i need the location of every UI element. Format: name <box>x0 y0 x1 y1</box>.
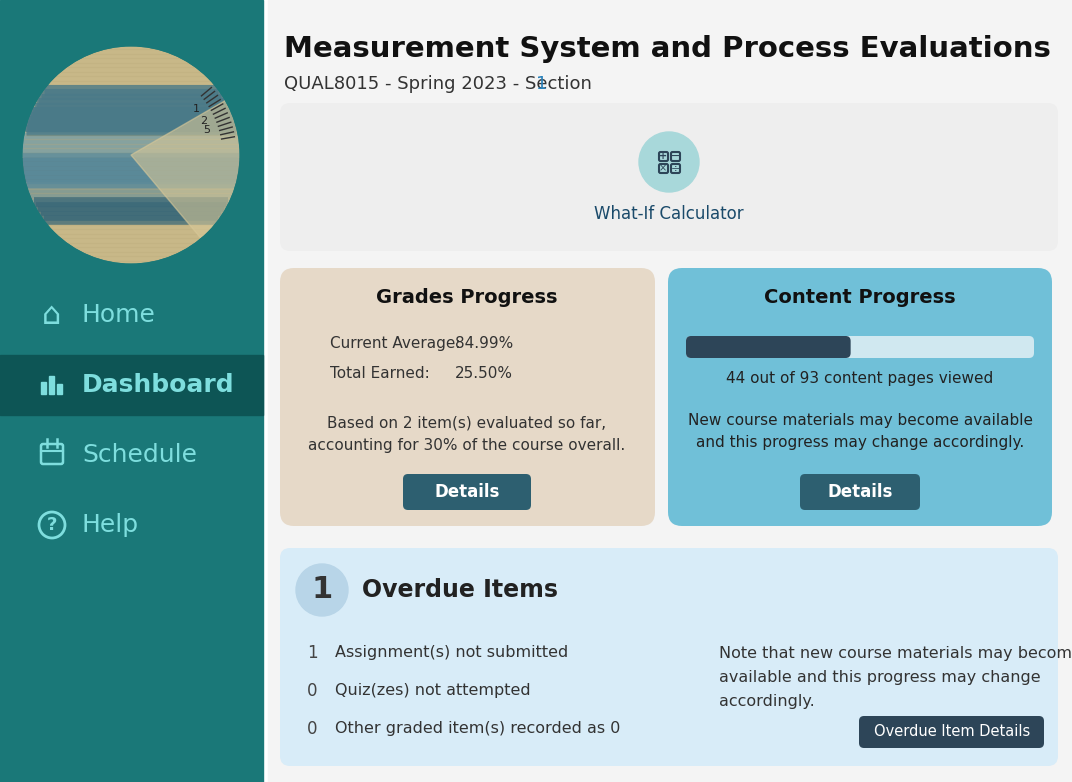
Bar <box>0 0 263 782</box>
Text: Grades Progress: Grades Progress <box>376 288 557 307</box>
Text: Measurement System and Process Evaluations: Measurement System and Process Evaluatio… <box>284 35 1051 63</box>
Bar <box>268 0 1072 782</box>
Bar <box>41 382 46 394</box>
FancyBboxPatch shape <box>686 336 1034 358</box>
Text: 1: 1 <box>193 104 200 114</box>
FancyBboxPatch shape <box>280 103 1058 251</box>
Text: 1: 1 <box>311 576 332 604</box>
FancyBboxPatch shape <box>403 474 531 510</box>
Circle shape <box>21 45 241 265</box>
Wedge shape <box>131 100 241 239</box>
Bar <box>57 384 62 394</box>
Text: Note that new course materials may become: Note that new course materials may becom… <box>719 646 1072 661</box>
Bar <box>0 355 263 415</box>
Text: What-If Calculator: What-If Calculator <box>594 205 744 223</box>
Text: 44 out of 93 content pages viewed: 44 out of 93 content pages viewed <box>727 371 994 386</box>
Text: Help: Help <box>81 513 139 537</box>
Text: 0: 0 <box>307 682 317 700</box>
Text: 84.99%: 84.99% <box>455 336 513 351</box>
Text: ×: × <box>659 163 667 173</box>
Text: Overdue Item Details: Overdue Item Details <box>874 724 1030 740</box>
Text: available and this progress may change: available and this progress may change <box>719 670 1041 685</box>
FancyBboxPatch shape <box>686 336 851 358</box>
Text: Overdue Items: Overdue Items <box>362 578 559 602</box>
Text: and this progress may change accordingly.: and this progress may change accordingly… <box>696 435 1024 450</box>
FancyBboxPatch shape <box>859 716 1044 748</box>
Text: Quiz(zes) not attempted: Quiz(zes) not attempted <box>334 683 531 698</box>
Bar <box>49 376 54 394</box>
Text: Dashboard: Dashboard <box>81 373 235 397</box>
Text: Current Average:: Current Average: <box>330 336 461 351</box>
Circle shape <box>296 564 348 616</box>
Text: 25.50%: 25.50% <box>455 366 513 381</box>
FancyBboxPatch shape <box>800 474 920 510</box>
Text: ÷: ÷ <box>670 163 680 173</box>
Text: QUAL8015 - Spring 2023 - Section: QUAL8015 - Spring 2023 - Section <box>284 75 597 93</box>
Text: 5: 5 <box>204 125 210 135</box>
Text: 1: 1 <box>536 75 548 93</box>
Text: Based on 2 item(s) evaluated so far,: Based on 2 item(s) evaluated so far, <box>327 416 607 431</box>
Text: Details: Details <box>434 483 500 501</box>
Text: Total Earned:: Total Earned: <box>330 366 430 381</box>
Text: Details: Details <box>828 483 893 501</box>
Text: accordingly.: accordingly. <box>719 694 815 709</box>
Text: Content Progress: Content Progress <box>764 288 956 307</box>
Text: 1: 1 <box>307 644 317 662</box>
Text: Assignment(s) not submitted: Assignment(s) not submitted <box>334 645 568 661</box>
Text: Schedule: Schedule <box>81 443 197 467</box>
Text: ⌂: ⌂ <box>42 300 62 329</box>
Circle shape <box>639 132 699 192</box>
Text: 0: 0 <box>307 720 317 738</box>
FancyBboxPatch shape <box>280 268 655 526</box>
Text: Home: Home <box>81 303 155 327</box>
Text: accounting for 30% of the course overall.: accounting for 30% of the course overall… <box>309 438 626 453</box>
FancyBboxPatch shape <box>280 548 1058 766</box>
Text: Other graded item(s) recorded as 0: Other graded item(s) recorded as 0 <box>334 722 621 737</box>
Text: ?: ? <box>47 516 57 534</box>
Text: +: + <box>659 151 667 161</box>
Text: −: − <box>670 149 681 163</box>
Text: New course materials may become available: New course materials may become availabl… <box>687 413 1032 428</box>
FancyBboxPatch shape <box>668 268 1052 526</box>
Text: 2: 2 <box>200 117 207 126</box>
